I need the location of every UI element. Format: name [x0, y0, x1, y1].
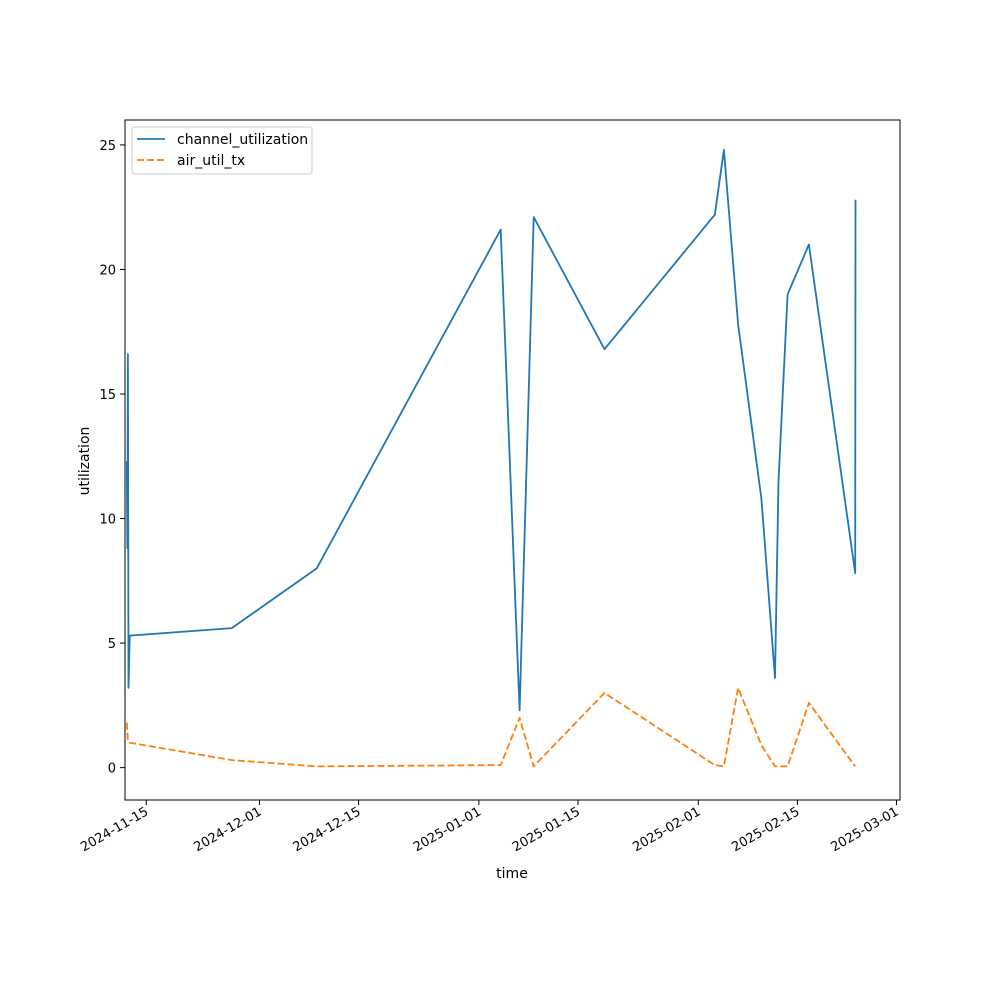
legend-box	[131, 126, 313, 175]
plot-frame	[124, 119, 901, 801]
series-line-channel-utilization	[125, 148, 857, 712]
y-axis-title: utilization	[77, 427, 93, 496]
x-axis-title: time	[496, 866, 528, 882]
y-tick-label: 20	[99, 263, 116, 278]
series-line-air-util-tx	[125, 687, 856, 768]
series-layer	[125, 148, 857, 768]
legend-label-channel-utilization: channel_utilization	[177, 132, 308, 148]
y-axis: 0 5 10 15 20 25	[99, 139, 125, 777]
y-tick-label: 0	[108, 762, 116, 777]
legend-label-air-util-tx: air_util_tx	[177, 153, 245, 169]
y-tick-label: 25	[99, 139, 116, 154]
y-tick-label: 10	[99, 513, 116, 528]
y-tick-label: 15	[99, 388, 116, 403]
y-tick-label: 5	[108, 637, 116, 652]
legend: channel_utilization air_util_tx	[131, 126, 313, 175]
